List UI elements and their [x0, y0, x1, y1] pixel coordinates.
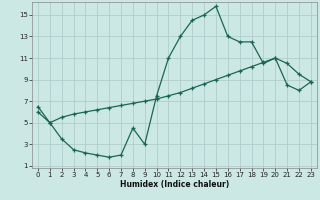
X-axis label: Humidex (Indice chaleur): Humidex (Indice chaleur) — [120, 180, 229, 189]
